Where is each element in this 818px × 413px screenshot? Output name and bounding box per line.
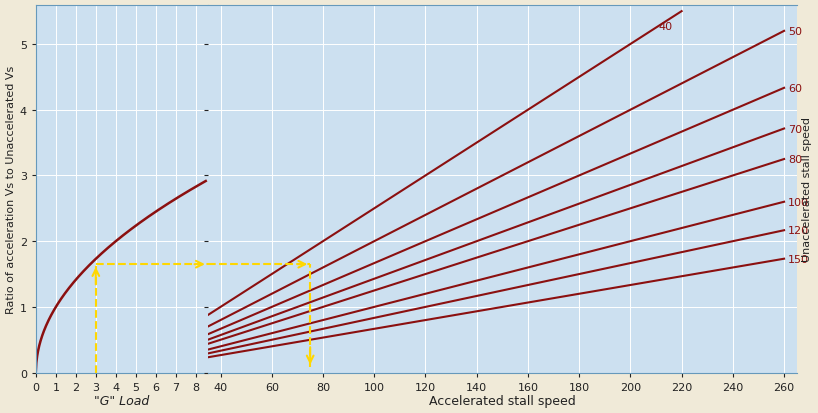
Y-axis label: Ratio of acceleration Vs to Unaccelerated Vs: Ratio of acceleration Vs to Unaccelerate…: [6, 65, 16, 313]
Text: 40: 40: [658, 21, 672, 31]
Text: 80: 80: [788, 154, 802, 165]
X-axis label: Accelerated stall speed: Accelerated stall speed: [429, 394, 576, 408]
Text: 150: 150: [788, 254, 809, 264]
Text: 60: 60: [788, 83, 802, 94]
X-axis label: "G" Load: "G" Load: [94, 394, 150, 408]
Text: 70: 70: [788, 124, 802, 134]
Text: 50: 50: [788, 27, 802, 37]
Y-axis label: Unaccelerated stall speed: Unaccelerated stall speed: [802, 117, 812, 261]
Text: 120: 120: [788, 225, 809, 236]
Text: 100: 100: [788, 197, 809, 207]
